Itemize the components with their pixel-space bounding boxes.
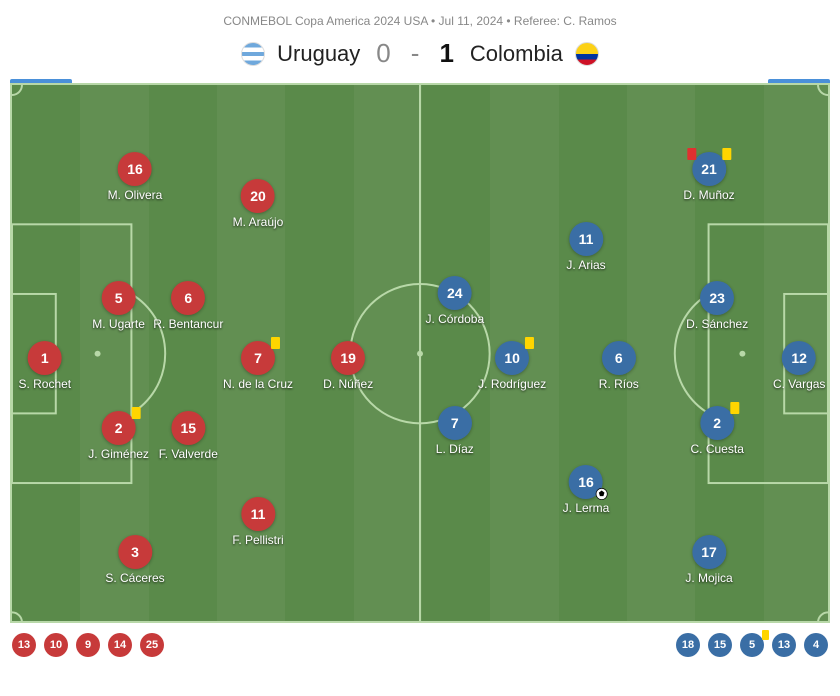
player-number: 23 bbox=[700, 281, 734, 315]
player-name: C. Cuesta bbox=[691, 442, 744, 456]
player-number: 5 bbox=[102, 281, 136, 315]
player-number: 21 bbox=[692, 152, 726, 186]
sub-player[interactable]: 13 bbox=[772, 633, 796, 657]
player-number: 11 bbox=[569, 222, 603, 256]
home-player[interactable]: 6 R. Bentancur bbox=[153, 281, 223, 331]
home-flag-icon bbox=[241, 42, 265, 66]
away-player[interactable]: 24 J. Córdoba bbox=[425, 276, 484, 326]
home-score: 0 bbox=[376, 38, 390, 69]
away-player[interactable]: 16 J. Lerma bbox=[563, 465, 610, 515]
player-name: M. Araújo bbox=[233, 215, 284, 229]
away-player[interactable]: 21 D. Muñoz bbox=[683, 152, 734, 202]
player-number: 16 bbox=[569, 465, 603, 499]
away-flag-icon bbox=[575, 42, 599, 66]
away-team-name: Colombia bbox=[470, 41, 563, 67]
yellow-card-icon bbox=[762, 630, 769, 640]
home-player[interactable]: 16 M. Olivera bbox=[108, 152, 163, 202]
pitch: 1 S. Rochet 16 M. Olivera 5 M. Ugarte 2 J. Gimé… bbox=[10, 83, 830, 623]
home-player[interactable]: 20 M. Araújo bbox=[233, 179, 284, 229]
player-number: 16 bbox=[118, 152, 152, 186]
yellow-card-icon bbox=[271, 337, 280, 349]
player-name: F. Pellistri bbox=[232, 533, 283, 547]
match-meta: CONMEBOL Copa America 2024 USA • Jul 11,… bbox=[0, 14, 840, 28]
subs-row: 13 10 9 14 25 18 15 5 13 4 bbox=[0, 623, 840, 657]
away-player[interactable]: 23 D. Sánchez bbox=[686, 281, 748, 331]
player-name: F. Valverde bbox=[159, 447, 218, 461]
player-number: 6 bbox=[602, 341, 636, 375]
player-number: 19 bbox=[331, 341, 365, 375]
home-subs: 13 10 9 14 25 bbox=[12, 633, 164, 657]
sub-player[interactable]: 9 bbox=[76, 633, 100, 657]
away-player[interactable]: 6 R. Ríos bbox=[599, 341, 639, 391]
player-number: 10 bbox=[495, 341, 529, 375]
away-player[interactable]: 7 L. Díaz bbox=[436, 406, 474, 456]
sub-player[interactable]: 15 bbox=[708, 633, 732, 657]
player-name: M. Olivera bbox=[108, 188, 163, 202]
player-name: D. Muñoz bbox=[683, 188, 734, 202]
home-team-name: Uruguay bbox=[277, 41, 360, 67]
away-player[interactable]: 17 J. Mojica bbox=[685, 535, 732, 585]
player-name: J. Rodríguez bbox=[478, 377, 546, 391]
player-number: 2 bbox=[102, 411, 136, 445]
red-card-icon bbox=[687, 148, 696, 160]
sub-player[interactable]: 4 bbox=[804, 633, 828, 657]
sub-player[interactable]: 10 bbox=[44, 633, 68, 657]
player-number: 17 bbox=[692, 535, 726, 569]
home-player[interactable]: 7 N. de la Cruz bbox=[223, 341, 293, 391]
player-name: R. Bentancur bbox=[153, 317, 223, 331]
home-player[interactable]: 15 F. Valverde bbox=[159, 411, 218, 461]
player-number: 15 bbox=[171, 411, 205, 445]
yellow-card-icon bbox=[722, 148, 731, 160]
player-number: 20 bbox=[241, 179, 275, 213]
away-player[interactable]: 11 J. Arias bbox=[566, 222, 605, 272]
player-number: 7 bbox=[438, 406, 472, 440]
player-name: J. Giménez bbox=[88, 447, 149, 461]
player-number: 2 bbox=[700, 406, 734, 440]
player-name: S. Rochet bbox=[18, 377, 71, 391]
sub-player[interactable]: 18 bbox=[676, 633, 700, 657]
sub-player[interactable]: 14 bbox=[108, 633, 132, 657]
sub-player[interactable]: 13 bbox=[12, 633, 36, 657]
sub-player[interactable]: 5 bbox=[740, 633, 764, 657]
player-name: C. Vargas bbox=[773, 377, 825, 391]
player-name: L. Díaz bbox=[436, 442, 474, 456]
player-number: 3 bbox=[118, 535, 152, 569]
away-player[interactable]: 10 J. Rodríguez bbox=[478, 341, 546, 391]
home-player[interactable]: 2 J. Giménez bbox=[88, 411, 149, 461]
player-number: 11 bbox=[241, 497, 275, 531]
player-number: 7 bbox=[241, 341, 275, 375]
away-player[interactable]: 12 C. Vargas bbox=[773, 341, 825, 391]
player-name: D. Sánchez bbox=[686, 317, 748, 331]
player-number: 24 bbox=[438, 276, 472, 310]
home-player[interactable]: 1 S. Rochet bbox=[18, 341, 71, 391]
score-row: Uruguay 0 - 1 Colombia bbox=[0, 38, 840, 69]
player-name: M. Ugarte bbox=[92, 317, 145, 331]
player-name: J. Lerma bbox=[563, 501, 610, 515]
away-player[interactable]: 2 C. Cuesta bbox=[691, 406, 744, 456]
match-header: CONMEBOL Copa America 2024 USA • Jul 11,… bbox=[0, 0, 840, 79]
score-separator: - bbox=[411, 38, 420, 69]
player-name: D. Núñez bbox=[323, 377, 373, 391]
yellow-card-icon bbox=[132, 407, 141, 419]
player-number: 12 bbox=[782, 341, 816, 375]
player-name: S. Cáceres bbox=[105, 571, 164, 585]
player-number: 6 bbox=[171, 281, 205, 315]
home-player[interactable]: 5 M. Ugarte bbox=[92, 281, 145, 331]
away-subs: 18 15 5 13 4 bbox=[676, 633, 828, 657]
goal-icon bbox=[595, 487, 609, 501]
player-name: N. de la Cruz bbox=[223, 377, 293, 391]
away-score: 1 bbox=[439, 38, 453, 69]
home-player[interactable]: 19 D. Núñez bbox=[323, 341, 373, 391]
player-name: J. Arias bbox=[566, 258, 605, 272]
home-player[interactable]: 3 S. Cáceres bbox=[105, 535, 164, 585]
yellow-card-icon bbox=[730, 402, 739, 414]
sub-player[interactable]: 25 bbox=[140, 633, 164, 657]
player-number: 1 bbox=[28, 341, 62, 375]
player-name: R. Ríos bbox=[599, 377, 639, 391]
yellow-card-icon bbox=[525, 337, 534, 349]
player-name: J. Córdoba bbox=[425, 312, 484, 326]
home-player[interactable]: 11 F. Pellistri bbox=[232, 497, 283, 547]
player-name: J. Mojica bbox=[685, 571, 732, 585]
